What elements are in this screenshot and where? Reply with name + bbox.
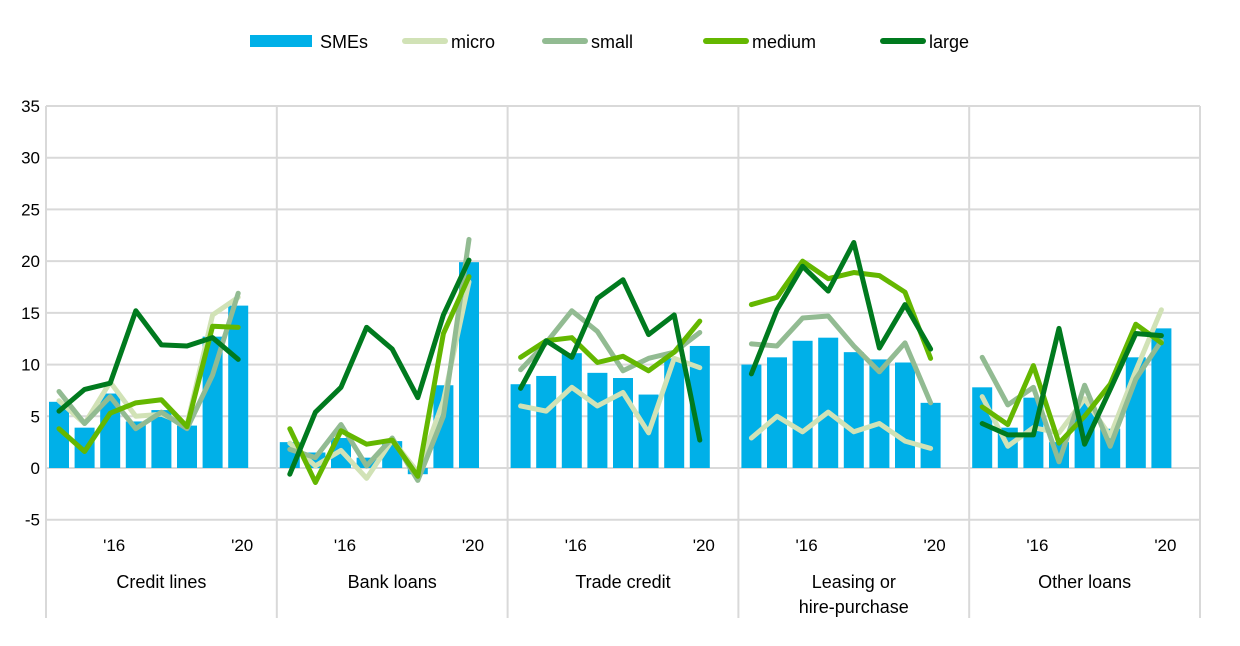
x-tick-label: '20 <box>462 536 484 555</box>
panel-label: Credit lines <box>116 572 206 592</box>
bar-smes <box>792 340 813 468</box>
line-medium <box>518 318 703 374</box>
bar-smes <box>433 385 454 468</box>
legend-label: SMEs <box>320 32 368 52</box>
legend-item-micro: micro <box>402 32 495 52</box>
line-small <box>287 236 472 483</box>
y-tick-label: -5 <box>25 511 40 530</box>
line-micro <box>748 409 934 451</box>
bar-smes <box>869 359 890 468</box>
line-medium <box>979 321 1164 446</box>
x-tick-label: '20 <box>1154 536 1176 555</box>
bar-smes <box>177 425 197 468</box>
panel-credit-lines: '16 '20 Credit lines <box>49 290 253 592</box>
line-small <box>748 313 934 406</box>
x-tick-label: '20 <box>924 536 946 555</box>
bar-smes <box>664 358 685 468</box>
x-tick-label: '20 <box>231 536 253 555</box>
line-large <box>287 257 472 477</box>
line-small <box>56 290 241 432</box>
line-medium <box>287 274 472 485</box>
bar-smes <box>920 402 941 468</box>
x-tick-label: '16 <box>334 536 356 555</box>
panel-leasing-or-hire-purchase: '16 '20 Leasing or hire-purchase <box>741 240 946 617</box>
panel-label: Other loans <box>1038 572 1131 592</box>
y-axis: -5 0 5 10 15 20 25 30 35 <box>21 97 40 530</box>
x-tick-label: '16 <box>103 536 125 555</box>
panel-label: Leasing or <box>812 572 896 592</box>
bar-smes <box>536 375 557 468</box>
bar-smes <box>767 357 787 468</box>
panel-other-loans: '16 '20 Other loans <box>972 307 1176 592</box>
bar-smes <box>741 364 762 468</box>
x-tick-label: '16 <box>796 536 818 555</box>
y-tick-label: 25 <box>21 200 40 219</box>
bar-smes <box>228 305 249 468</box>
bar-smes <box>151 410 172 468</box>
bar-smes <box>895 362 915 468</box>
panel-label: Trade credit <box>575 572 670 592</box>
panel-label: Bank loans <box>348 572 437 592</box>
x-tick-label: '16 <box>565 536 587 555</box>
panel-label: hire-purchase <box>799 597 909 617</box>
legend-label: large <box>929 32 969 52</box>
bar-smes <box>202 336 223 468</box>
x-tick-label: '20 <box>693 536 715 555</box>
y-tick-label: 20 <box>21 252 40 271</box>
line-medium <box>748 258 934 361</box>
y-tick-label: 30 <box>21 149 40 168</box>
bar-smes <box>49 401 69 468</box>
legend-swatch <box>250 35 312 47</box>
line-micro <box>287 279 472 481</box>
legend-item-large: large <box>880 32 969 52</box>
bar-smes <box>843 352 864 468</box>
legend-label: small <box>591 32 633 52</box>
y-tick-label: 35 <box>21 97 40 116</box>
line-micro <box>518 355 703 436</box>
bar-smes <box>561 353 582 468</box>
bar-smes <box>818 337 839 468</box>
bar-smes <box>125 421 146 468</box>
line-large <box>748 240 934 377</box>
y-tick-label: 5 <box>31 407 40 426</box>
legend-item-smes: SMEs <box>250 32 368 52</box>
bar-smes <box>587 372 608 468</box>
legend: SMEs micro small medium large <box>250 32 969 52</box>
legend-label: medium <box>752 32 816 52</box>
panel-trade-credit: '16 '20 Trade credit <box>510 277 715 592</box>
line-large <box>56 308 241 414</box>
y-tick-label: 0 <box>31 459 40 478</box>
line-small <box>979 338 1164 465</box>
bar-smes <box>689 345 710 468</box>
bar-smes <box>510 384 531 468</box>
line-medium <box>56 323 241 454</box>
line-large <box>518 277 703 443</box>
panels: '16 '20 Credit lines '16 '20 Bank loans '16 '20… <box>49 236 1176 617</box>
line-large <box>979 325 1164 447</box>
bar-smes <box>1151 328 1172 468</box>
legend-item-small: small <box>542 32 633 52</box>
y-tick-label: 10 <box>21 356 40 375</box>
y-tick-label: 15 <box>21 304 40 323</box>
panel-bank-loans: '16 '20 Bank loans <box>279 236 484 592</box>
legend-label: micro <box>451 32 495 52</box>
legend-item-medium: medium <box>703 32 816 52</box>
x-tick-label: '16 <box>1026 536 1048 555</box>
